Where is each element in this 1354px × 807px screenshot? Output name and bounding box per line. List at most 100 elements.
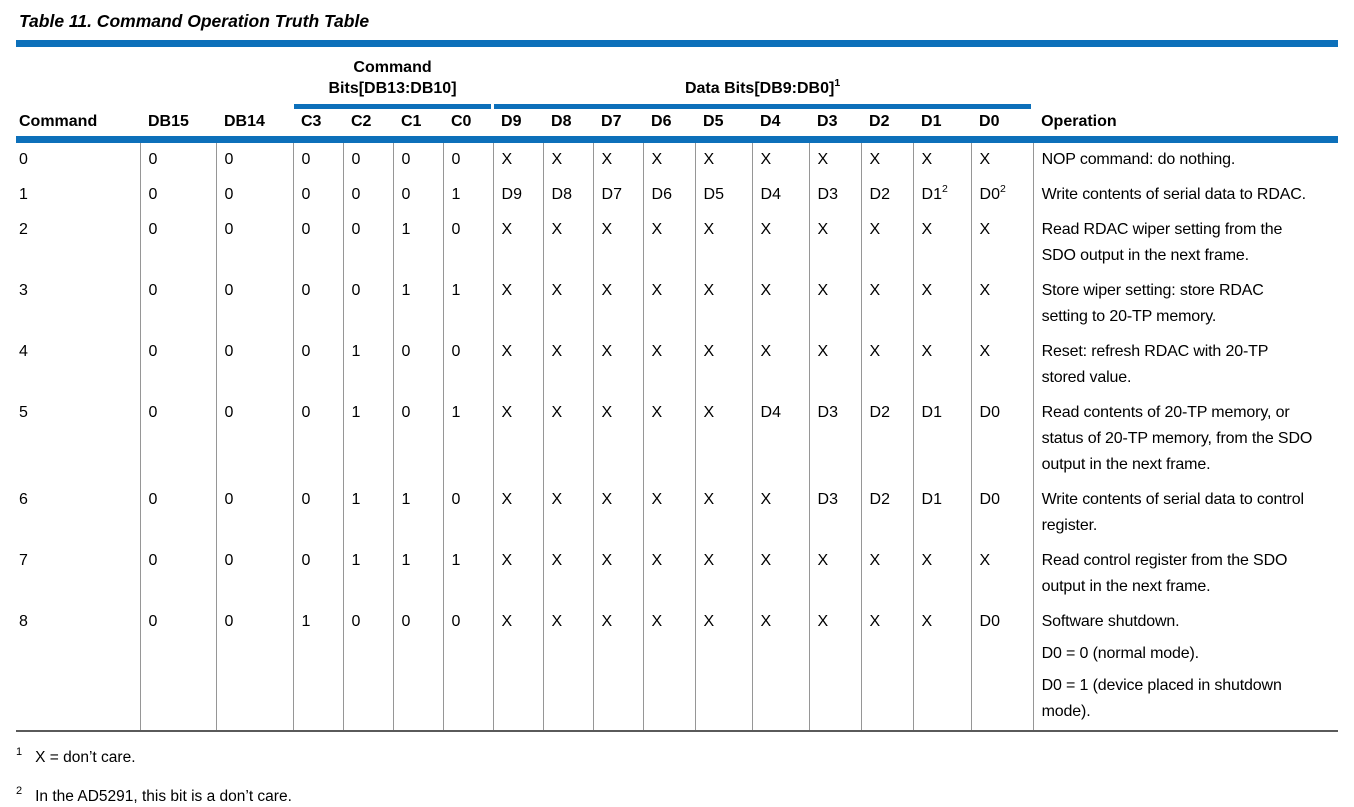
cell-db14: 0 xyxy=(216,605,294,732)
cell-d6: X xyxy=(643,396,696,483)
table-row: 6 0 0 0 1 1 0 X X X X X X D3 D2 D1 D0 Write contents of s… xyxy=(16,483,1338,544)
cell-d0: D0 xyxy=(971,483,1034,544)
cell-d2: X xyxy=(861,139,914,178)
cell-c2: 0 xyxy=(343,178,394,213)
group-spacer-operation xyxy=(1033,40,1339,109)
cell-c3: 0 xyxy=(293,335,344,396)
cell-d2: D2 xyxy=(861,178,914,213)
col-header-d7: D7 xyxy=(593,109,644,143)
group-header-label: Data Bits[DB9:DB0]1 xyxy=(684,76,841,97)
col-header-c0: C0 xyxy=(443,109,494,143)
cell-d0: X xyxy=(971,139,1034,178)
footnote-text: X = don’t care. xyxy=(35,749,136,766)
col-header-c2: C2 xyxy=(343,109,393,143)
cell-c3: 0 xyxy=(293,396,344,483)
cell-c0: 0 xyxy=(443,605,494,732)
footnote: 2 In the AD5291, this bit is a don’t care… xyxy=(16,785,1354,806)
cell-d3: X xyxy=(809,274,862,335)
cell-db14: 0 xyxy=(216,213,294,274)
cell-d7: X xyxy=(593,274,644,335)
cell-d7: X xyxy=(593,605,644,732)
cell-d5: X xyxy=(695,335,753,396)
cell-d4: X xyxy=(752,274,810,335)
cell-d8: X xyxy=(543,605,594,732)
col-header-d1: D1 xyxy=(913,109,972,143)
cell-command: 1 xyxy=(16,178,141,213)
cell-d3: X xyxy=(809,335,862,396)
cell-c1: 0 xyxy=(393,396,444,483)
cell-c3: 0 xyxy=(293,483,344,544)
cell-c2: 1 xyxy=(343,483,394,544)
cell-d8: X xyxy=(543,335,594,396)
cell-d0: X xyxy=(971,335,1034,396)
operation-text: Write contents of serial data to control… xyxy=(1041,491,1304,534)
command-operation-truth-table: Command Bits[DB13:DB10] Data Bits[DB9:DB0… xyxy=(16,40,1339,732)
col-header-db14: DB14 xyxy=(216,109,293,143)
cell-db15: 0 xyxy=(140,396,217,483)
cell-db15: 0 xyxy=(140,213,217,274)
cell-c2: 0 xyxy=(343,605,394,732)
cell-c0: 0 xyxy=(443,483,494,544)
cell-command: 7 xyxy=(16,544,141,605)
cell-d8: X xyxy=(543,274,594,335)
cell-d6: X xyxy=(643,213,696,274)
cell-d3: X xyxy=(809,213,862,274)
cell-d5: X xyxy=(695,544,753,605)
cell-d2: X xyxy=(861,274,914,335)
operation-text: Read RDAC wiper setting from the SDO out… xyxy=(1041,221,1283,264)
cell-d5: X xyxy=(695,213,753,274)
col-header-db15: DB15 xyxy=(140,109,216,143)
cell-c0: 1 xyxy=(443,396,494,483)
group-header-command-bits: Command Bits[DB13:DB10] xyxy=(293,40,494,109)
cell-d7: X xyxy=(593,396,644,483)
cell-d2: D2 xyxy=(861,396,914,483)
col-header-operation: Operation xyxy=(1033,109,1339,143)
cell-d9: X xyxy=(493,544,544,605)
cell-operation: Read RDAC wiper setting from the SDO out… xyxy=(1033,213,1338,274)
table-row: 0 0 0 0 0 0 0 X X X X X X X X X X NOP command: do nothing… xyxy=(16,139,1338,178)
cell-d9: X xyxy=(493,605,544,732)
cell-c2: 0 xyxy=(343,139,394,178)
cell-command: 6 xyxy=(16,483,141,544)
operation-text: Write contents of serial data to RDAC. xyxy=(1041,186,1306,203)
cell-command: 2 xyxy=(16,213,141,274)
cell-command: 0 xyxy=(16,139,141,178)
footnote: 1 X = don’t care. xyxy=(16,746,1354,767)
cell-c3: 0 xyxy=(293,139,344,178)
cell-d8: D8 xyxy=(543,178,594,213)
cell-d9: X xyxy=(493,139,544,178)
cell-d3: D3 xyxy=(809,178,862,213)
cell-d1: X xyxy=(913,139,972,178)
cell-c3: 0 xyxy=(293,178,344,213)
cell-c1: 0 xyxy=(393,139,444,178)
col-header-d3: D3 xyxy=(809,109,862,143)
cell-c1: 0 xyxy=(393,178,444,213)
footnotes: 1 X = don’t care. 2 In the AD5291, this bit… xyxy=(16,746,1354,806)
footnote-marker: 2 xyxy=(941,182,948,195)
cell-d2: X xyxy=(861,335,914,396)
footnote-marker: 2 xyxy=(999,182,1006,195)
cell-d4: D4 xyxy=(752,178,810,213)
col-header-d5: D5 xyxy=(695,109,753,143)
cell-d9: X xyxy=(493,396,544,483)
column-header-row: Command DB15 DB14 C3 C2 C1 C0 D9 D8 D7 D6 D5 D4 D3 D2 D… xyxy=(16,109,1339,143)
cell-db14: 0 xyxy=(216,335,294,396)
cell-db14: 0 xyxy=(216,139,294,178)
footnote-text: In the AD5291, this bit is a don’t care. xyxy=(35,788,292,805)
col-header-c3: C3 xyxy=(293,109,343,143)
table-row: 5 0 0 0 1 0 1 X X X X X D4 D3 D2 D1 D0 Read contents of 2… xyxy=(16,396,1338,483)
cell-d7: D7 xyxy=(593,178,644,213)
cell-c2: 1 xyxy=(343,396,394,483)
group-spacer-db15 xyxy=(140,40,216,109)
cell-c0: 1 xyxy=(443,544,494,605)
cell-d1: X xyxy=(913,213,972,274)
cell-d6: D6 xyxy=(643,178,696,213)
col-header-d9: D9 xyxy=(493,109,544,143)
cell-db15: 0 xyxy=(140,178,217,213)
cell-db15: 0 xyxy=(140,139,217,178)
col-header-command: Command xyxy=(16,109,140,143)
cell-c0: 1 xyxy=(443,274,494,335)
cell-d4: X xyxy=(752,139,810,178)
cell-d0: D0 xyxy=(971,605,1034,732)
table-row: 2 0 0 0 0 1 0 X X X X X X X X X X Read RDAC wiper setting… xyxy=(16,213,1338,274)
